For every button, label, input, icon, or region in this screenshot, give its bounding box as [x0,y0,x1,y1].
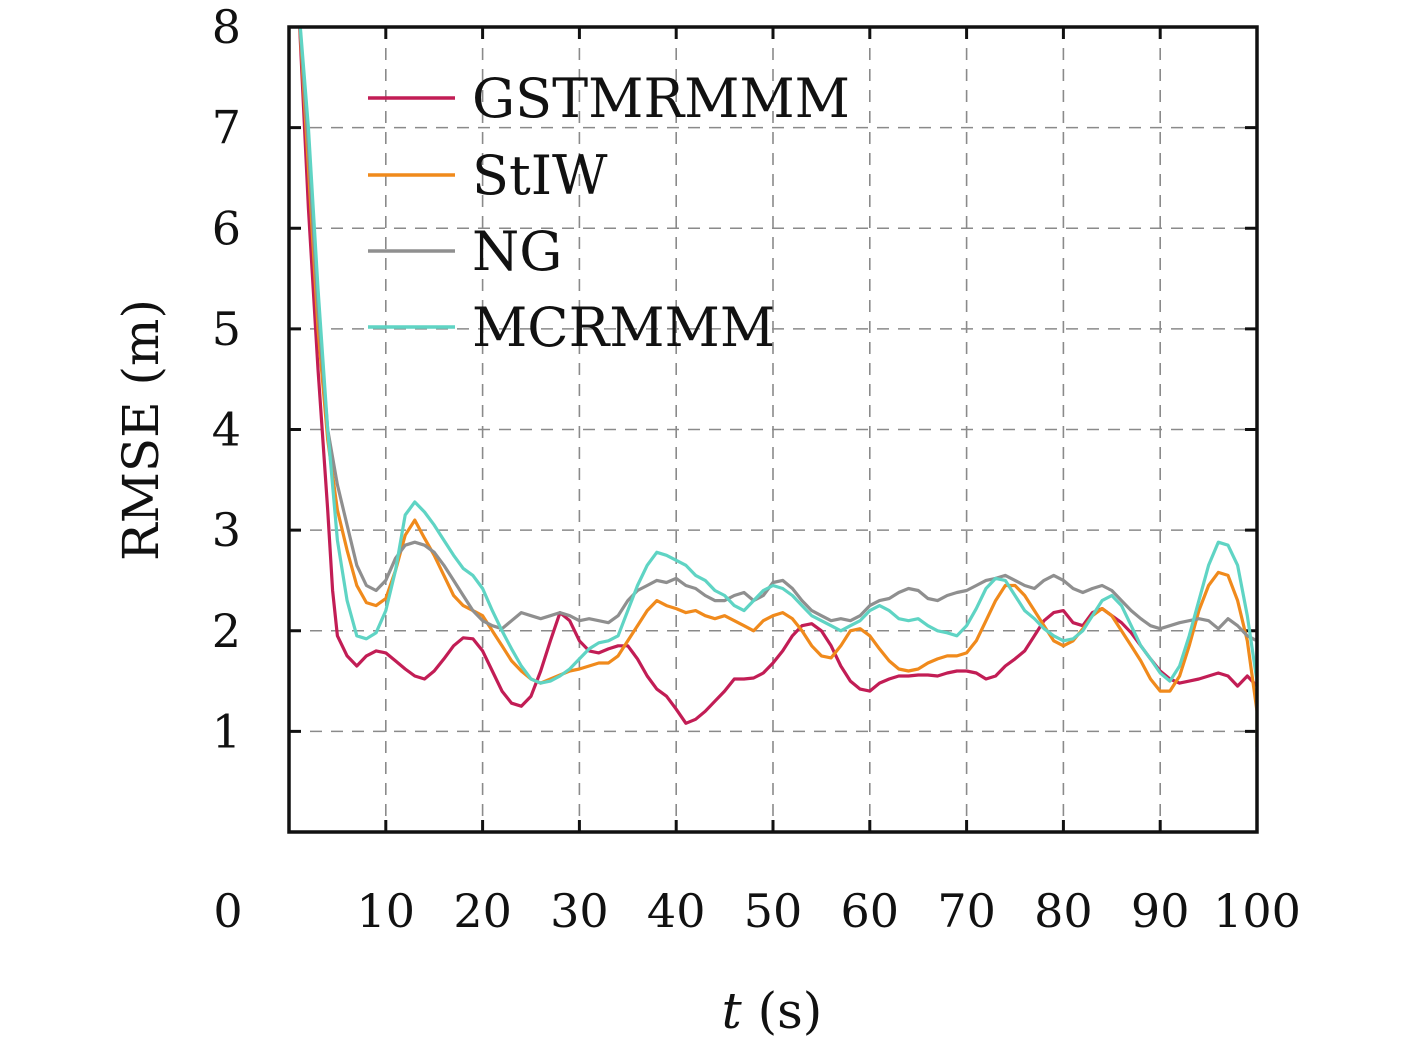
x-tick-label: 90 [1131,884,1190,938]
x-tick-label: 50 [744,884,803,938]
y-axis-title: RMSE (m) [112,299,170,561]
x-axis-title-unit: (s) [742,982,823,1040]
x-tick-label: 60 [841,884,900,938]
plot-frame [287,25,1259,834]
y-tick-label: 6 [212,201,241,255]
legend-label-ng: NG [472,220,562,283]
y-tick-label: 8 [212,0,241,54]
y-tick-label: 5 [212,302,241,356]
tick-labels: 10 20 30 40 50 60 70 80 90 100 1 2 3 4 5 6 7 8 [212,0,1301,938]
y-tick-label: 3 [212,503,241,557]
series-line-ng [298,27,1257,698]
x-tick-label: 30 [550,884,609,938]
legend-label-stiw: StIW [472,144,608,207]
y-tick-label: 7 [212,101,241,155]
x-tick-label: 20 [453,884,512,938]
x-tick-label: 80 [1034,884,1093,938]
series-group [298,27,1257,754]
y-tick-label: 2 [212,604,241,658]
series-line-stiw [298,27,1257,749]
x-tick-label: 100 [1213,884,1301,938]
y-tick-label: 1 [212,704,241,758]
x-tick-label: 70 [937,884,996,938]
x-axis-title-variable: t [722,982,743,1040]
legend-label-gstmrmmm: GSTMRMMM [472,67,850,130]
origin-tick-label: 0 [213,884,242,938]
legend-label-mcrmmm: MCRMMM [472,296,775,359]
series-line-mcrmmm [298,27,1257,754]
x-axis-title: t (s) [722,982,823,1040]
legend: GSTMRMMM StIW NG MCRMMM [368,67,850,359]
x-tick-label: 10 [357,884,416,938]
grid [289,27,1257,832]
y-tick-label: 4 [212,403,241,457]
x-tick-label: 40 [647,884,706,938]
